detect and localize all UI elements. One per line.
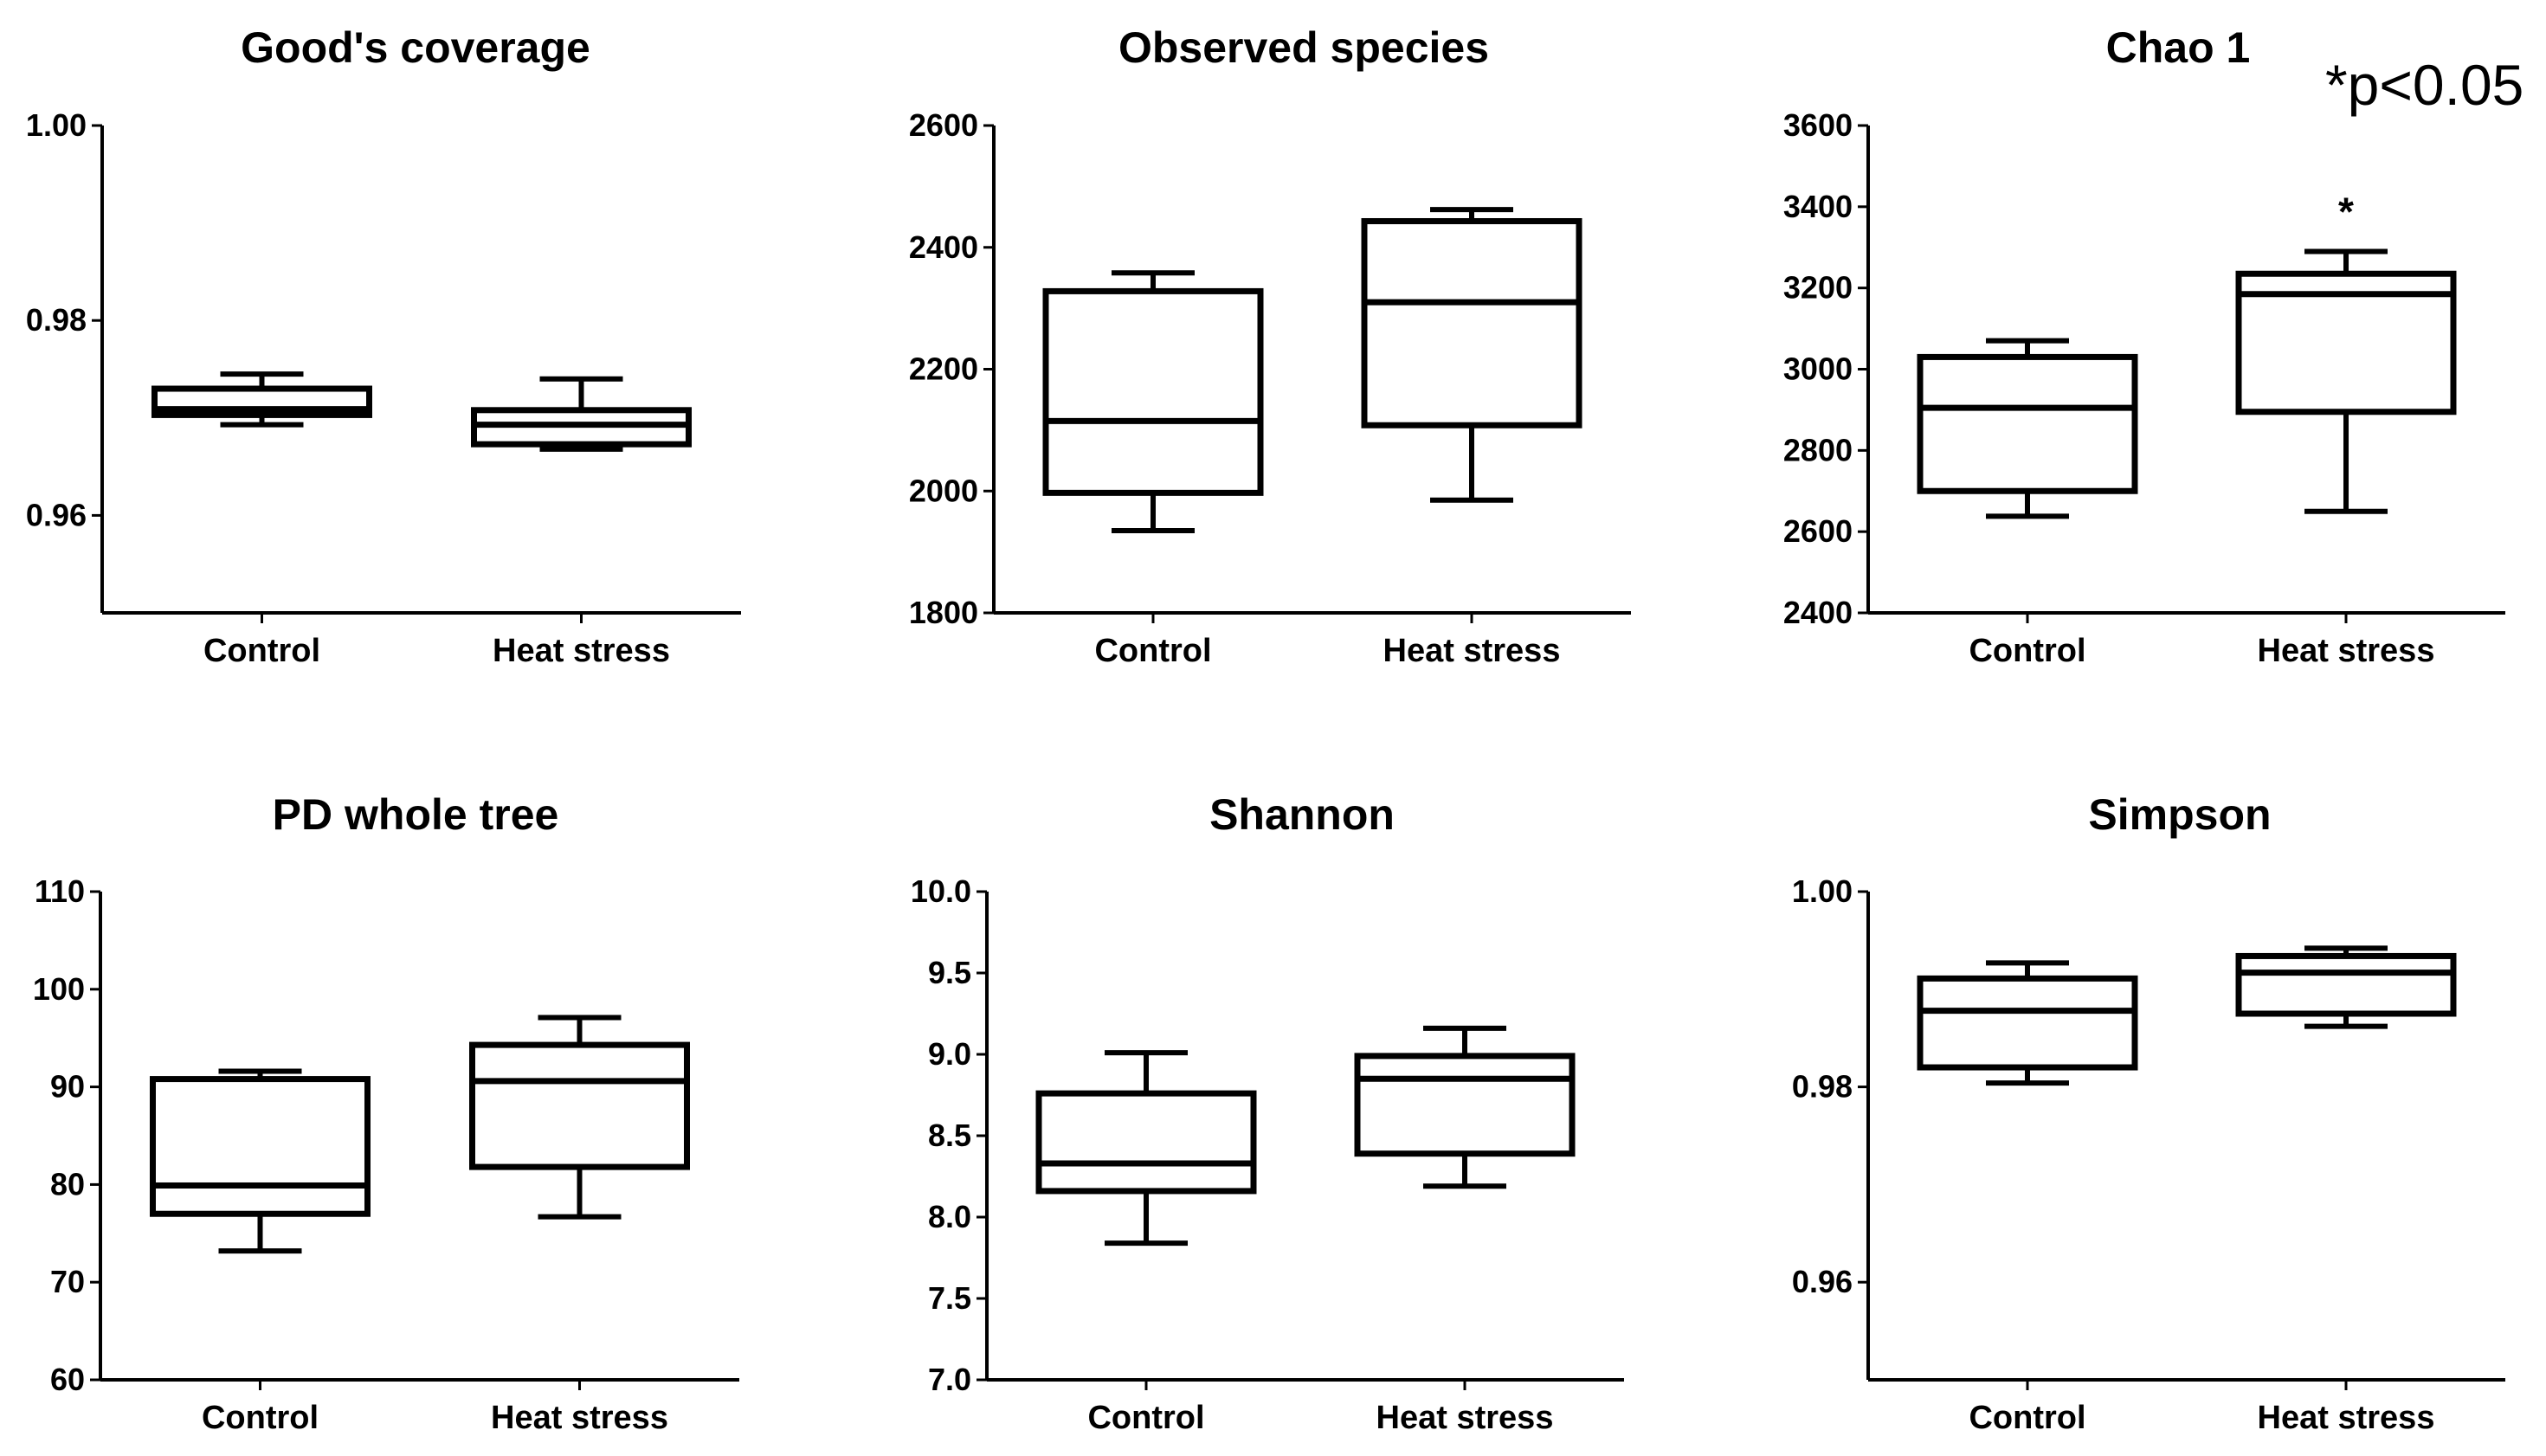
x-tick-label: Heat stress [491, 1400, 668, 1436]
y-tick-label: 1.00 [1792, 873, 1853, 909]
y-tick-label: 3000 [1783, 351, 1853, 387]
y-tick-label: 3600 [1783, 107, 1853, 143]
box-heat-stress [1361, 217, 1582, 428]
y-tick-label: 1.00 [26, 107, 87, 143]
y-tick-label: 70 [50, 1264, 85, 1299]
x-tick-label: Heat stress [493, 633, 670, 669]
y-tick-label: 2200 [909, 351, 978, 387]
chart-panel-3: Chao 1 2400 2600 2800 3000 3200 3400 3600 Contro… [1783, 23, 2505, 669]
chart-title: Shannon [1209, 790, 1395, 839]
y-tick-label: 90 [50, 1069, 85, 1105]
y-tick-label: 100 [33, 971, 85, 1007]
chart-panel-4: PD whole tree 60 70 80 90 100 110 Control Heat s… [33, 790, 739, 1436]
y-tick-label: 2400 [1783, 595, 1853, 630]
chart-title: Chao 1 [2106, 23, 2251, 72]
box-control [151, 385, 372, 418]
box-heat-stress [469, 1041, 690, 1170]
y-tick-label: 7.5 [928, 1280, 971, 1316]
y-tick-label: 3200 [1783, 270, 1853, 306]
x-tick-label: Control [203, 633, 320, 669]
y-tick-label: 8.0 [928, 1199, 971, 1234]
x-tick-label: Heat stress [2258, 633, 2435, 669]
chart-title: Observed species [1118, 23, 1489, 72]
chart-panel-2: Observed species 1800 2000 2200 2400 2600 Cont… [909, 23, 1631, 669]
significance-note: *p<0.05 [2325, 53, 2524, 117]
y-tick-label: 0.96 [1792, 1264, 1853, 1299]
chart-panel-5: Shannon 7.0 7.5 8.0 8.5 9.0 9.5 10.0 Control Heat… [911, 790, 1624, 1436]
chart-panel-6: Simpson 0.96 0.98 1.00 Control Heat stress [1792, 790, 2505, 1436]
y-tick-label: 2600 [909, 107, 978, 143]
chart-title: Good's coverage [241, 23, 590, 72]
y-tick-label: 9.0 [928, 1036, 971, 1072]
y-tick-label: 3400 [1783, 189, 1853, 224]
box-control [1917, 353, 2138, 494]
chart-title: Simpson [2088, 790, 2271, 839]
y-tick-label: 2400 [909, 229, 978, 265]
x-tick-label: Heat stress [2258, 1400, 2435, 1436]
y-tick-label: 2600 [1783, 513, 1853, 549]
y-tick-label: 8.5 [928, 1118, 971, 1153]
box-control [1042, 287, 1264, 496]
y-tick-label: 1800 [909, 595, 978, 630]
y-tick-label: 110 [35, 873, 85, 909]
box-control [150, 1076, 371, 1217]
y-tick-label: 7.0 [928, 1362, 971, 1397]
x-tick-label: Control [1969, 633, 2085, 669]
x-tick-label: Heat stress [1383, 633, 1561, 669]
y-tick-label: 80 [50, 1166, 85, 1202]
y-tick-label: 9.5 [928, 955, 971, 990]
chart-title: PD whole tree [273, 790, 559, 839]
box-control [1917, 975, 2138, 1071]
x-tick-label: Heat stress [1376, 1400, 1554, 1436]
y-tick-label: 10.0 [911, 873, 971, 909]
box-control [1035, 1090, 1257, 1195]
x-tick-label: Control [1094, 633, 1211, 669]
chart-panel-1: Good's coverage 0.96 0.98 1.00 Control Heat s… [26, 23, 741, 669]
x-tick-label: Control [1087, 1400, 1204, 1436]
box-heat-stress [1354, 1053, 1576, 1157]
x-tick-label: Control [1969, 1400, 2085, 1436]
y-tick-label: 0.98 [26, 302, 87, 338]
significance-marker: * [2338, 189, 2354, 234]
box-heat-stress [2235, 952, 2457, 1017]
y-tick-label: 2800 [1783, 432, 1853, 467]
y-tick-label: 2000 [909, 473, 978, 508]
y-tick-label: 0.96 [26, 497, 87, 532]
x-tick-label: Control [202, 1400, 319, 1436]
box-heat-stress [2235, 270, 2457, 416]
y-tick-label: 60 [50, 1362, 85, 1397]
y-tick-label: 0.98 [1792, 1069, 1853, 1105]
